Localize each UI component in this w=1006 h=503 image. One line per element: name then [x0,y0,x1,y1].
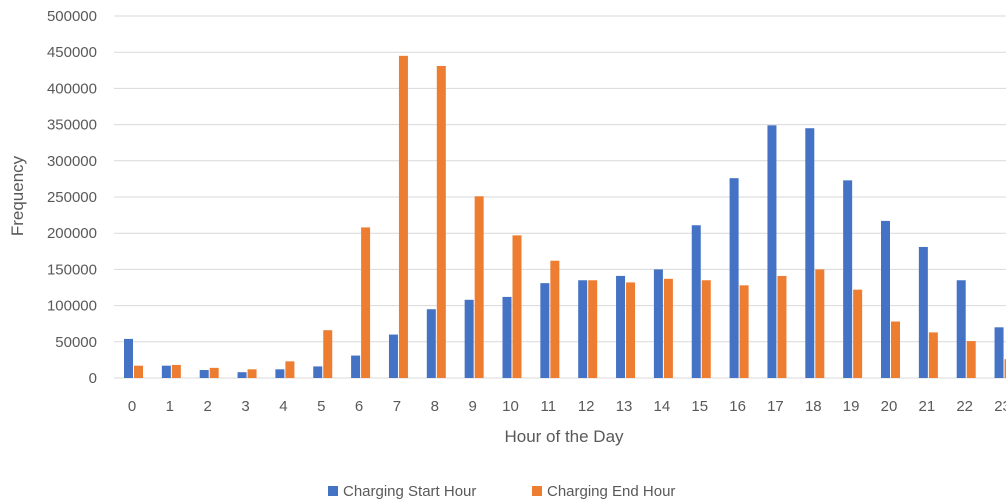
bar-start-hour [918,246,928,378]
x-tick-label: 15 [691,398,708,415]
gridlines [114,15,1006,379]
x-tick-label: 19 [843,398,860,415]
y-tick-label: 100000 [47,298,97,315]
y-tick-label: 450000 [47,44,97,61]
bar-end-hour [928,332,938,378]
x-tick-label: 18 [805,398,822,415]
x-tick-label: 22 [956,398,973,415]
x-tick-label: 10 [502,398,519,415]
bar-end-hour [209,367,219,378]
y-tick-label: 200000 [47,225,97,242]
bar-end-hour [247,369,257,378]
bar-start-hour [426,309,436,378]
legend-swatch-end [532,486,542,496]
y-tick-label: 400000 [47,80,97,97]
x-axis-ticks: 01234567891011121314151617181920212223 [128,398,1006,415]
bar-start-hour [388,334,398,378]
bar-end-hour [1004,359,1006,378]
bar-end-hour [853,289,863,378]
bar-end-hour [323,330,333,378]
bar-start-hour [237,372,247,378]
bar-start-hour [805,128,815,378]
bar-start-hour [956,280,966,378]
legend-swatch-start [328,486,338,496]
x-tick-label: 13 [616,398,633,415]
bar-end-hour [626,282,636,378]
bar-start-hour [843,180,853,378]
bar-end-hour [512,235,522,378]
bar-end-hour [777,275,787,378]
y-tick-label: 250000 [47,189,97,206]
bar-start-hour [351,355,361,378]
bar-start-hour [124,338,133,378]
bar-end-hour [739,285,749,378]
x-tick-label: 11 [541,398,557,415]
bar-start-hour [881,220,890,378]
bar-start-hour [502,296,512,378]
x-tick-label: 2 [204,398,212,415]
legend-label-start: Charging Start Hour [343,483,476,500]
x-tick-label: 5 [317,398,325,415]
bar-end-hour [171,364,181,378]
x-tick-label: 4 [279,398,287,415]
y-tick-label: 300000 [47,153,97,170]
bar-start-hour [464,299,474,378]
bar-start-hour [275,369,285,378]
x-tick-label: 3 [241,398,249,415]
bar-start-hour [540,283,550,378]
bar-end-hour [398,55,408,378]
y-tick-label: 0 [89,370,97,387]
bar-end-hour [285,361,295,378]
bar-end-hour [891,321,900,378]
y-axis-ticks: 0 50000 100000 150000 200000 250000 300000 3500… [47,8,97,387]
bar-end-hour [436,65,446,379]
bar-start-hour [578,280,588,378]
bar-start-hour [653,269,663,378]
y-tick-label: 150000 [47,261,97,278]
bar-start-hour [729,178,739,378]
x-tick-label: 17 [767,398,784,415]
bar-start-hour [313,366,323,378]
bar-end-hour [701,280,711,378]
y-tick-label: 50000 [55,334,97,351]
x-tick-label: 23 [994,398,1006,415]
x-tick-label: 16 [729,398,746,415]
bar-end-hour [474,196,484,378]
bar-end-hour [361,227,371,378]
y-tick-label: 350000 [47,117,97,134]
y-tick-label: 500000 [47,8,97,25]
x-tick-label: 1 [166,398,174,415]
legend-label-end: Charging End Hour [547,483,675,500]
x-tick-label: 9 [468,398,476,415]
bar-start-hour [199,370,209,378]
x-tick-label: 0 [128,398,136,415]
y-axis-title: Frequency [8,155,27,236]
x-tick-label: 8 [431,398,439,415]
x-axis-title: Hour of the Day [504,427,624,446]
bar-start-hour [691,225,701,378]
bar-start-hour [767,125,777,378]
x-tick-label: 21 [919,398,936,415]
bar-end-hour [815,269,825,378]
x-tick-label: 14 [654,398,671,415]
bar-start-hour [161,365,171,378]
bar-end-hour [550,260,560,378]
bar-end-hour [134,365,143,378]
bar-end-hour [663,278,673,378]
x-tick-label: 6 [355,398,363,415]
bar-end-hour [966,341,976,378]
bars [124,55,1006,379]
x-tick-label: 20 [881,398,898,415]
x-tick-label: 12 [578,398,595,415]
bar-end-hour [588,280,598,378]
x-tick-label: 7 [393,398,401,415]
legend: Charging Start Hour Charging End Hour [328,483,675,500]
bar-start-hour [994,327,1004,378]
bar-start-hour [616,275,626,378]
